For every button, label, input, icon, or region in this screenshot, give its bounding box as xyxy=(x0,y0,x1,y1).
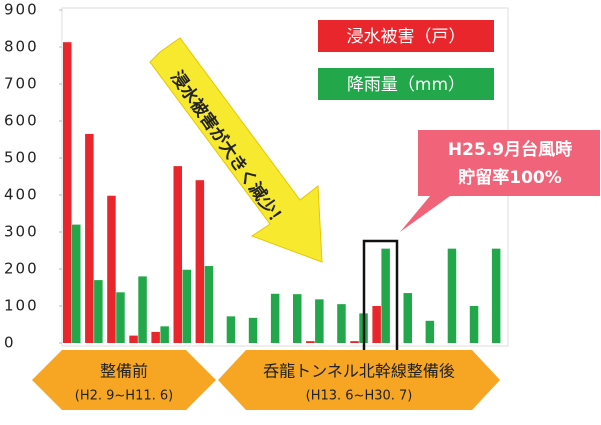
legend-label: 降雨量（mm） xyxy=(347,75,465,95)
bar xyxy=(491,248,501,343)
callout-text: 貯留率100% xyxy=(458,167,562,188)
bar xyxy=(372,306,381,343)
arrow-shape xyxy=(149,37,323,263)
bar xyxy=(469,306,479,343)
bar xyxy=(270,293,280,343)
bar xyxy=(129,335,138,343)
bar xyxy=(447,248,457,343)
bar xyxy=(63,42,72,343)
y-tick-label: 900 xyxy=(4,1,39,19)
bar xyxy=(173,166,182,343)
y-tick-label: 600 xyxy=(4,112,39,130)
y-tick-label: 800 xyxy=(4,38,39,56)
bar xyxy=(315,299,324,343)
bar xyxy=(116,292,125,343)
y-tick-label: 100 xyxy=(4,297,39,315)
bar xyxy=(226,316,236,343)
bar xyxy=(160,326,169,343)
bar xyxy=(350,341,359,343)
period-arrow xyxy=(32,350,216,410)
y-tick-label: 200 xyxy=(4,260,39,278)
bar xyxy=(337,304,346,343)
period-arrow xyxy=(218,350,500,410)
bar xyxy=(195,180,205,343)
bar xyxy=(151,331,160,343)
y-tick-label: 300 xyxy=(4,223,39,241)
bar xyxy=(306,341,315,343)
bar xyxy=(293,294,302,343)
bar xyxy=(248,317,258,343)
y-tick-label: 0 xyxy=(4,334,16,352)
bar xyxy=(72,224,81,343)
callout-text: H25.9月台風時 xyxy=(448,139,572,160)
legend-swatch xyxy=(318,68,494,100)
bar xyxy=(85,133,94,343)
period-label: 整備前 xyxy=(100,362,148,381)
bar xyxy=(204,266,214,343)
period-label: 呑龍トンネル北幹線整備後 xyxy=(263,362,455,381)
bar xyxy=(425,320,435,343)
y-tick-label: 700 xyxy=(4,75,39,93)
y-tick-label: 500 xyxy=(4,149,39,167)
period-sub: (H13. 6~H30. 7) xyxy=(306,389,413,404)
bar xyxy=(94,280,103,343)
y-tick-label: 400 xyxy=(4,186,39,204)
bar xyxy=(403,293,412,343)
bar xyxy=(138,276,147,343)
legend-swatch xyxy=(318,20,494,52)
period-sub: (H2. 9~H11. 6) xyxy=(75,389,173,404)
legend-label: 浸水被害（戸） xyxy=(347,27,466,47)
bar xyxy=(381,248,390,343)
bar xyxy=(107,195,116,343)
callout-shape xyxy=(400,130,600,232)
bar xyxy=(182,269,191,343)
